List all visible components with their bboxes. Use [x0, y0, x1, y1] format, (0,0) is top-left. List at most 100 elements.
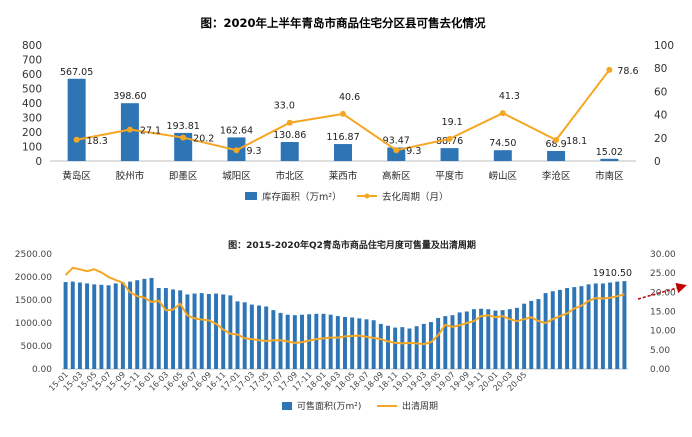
chart-2-bar: [63, 282, 68, 369]
chart-2-bar: [479, 308, 484, 369]
chart-2-bar: [586, 284, 591, 369]
chart-2-last-value-label: 1910.50: [593, 268, 632, 279]
chart-1-bar: [174, 132, 193, 161]
chart-2-right-tick: 20.00: [650, 288, 676, 298]
chart-2-bar: [163, 288, 168, 369]
chart-1-line-label: 9.3: [246, 146, 261, 157]
chart-1-bar: [440, 148, 459, 161]
chart-2-bar: [77, 282, 82, 369]
chart-2-right-tick: 10.00: [650, 327, 676, 337]
chart-2-bar: [593, 283, 598, 369]
chart-1-line-point: [180, 134, 187, 141]
chart-2-bar: [507, 309, 512, 369]
chart-2-bar: [536, 299, 541, 369]
chart-2-bar: [249, 304, 254, 369]
chart-2-trend-arrow: [637, 282, 687, 300]
chart-2-bar: [579, 286, 584, 369]
chart-2-bar: [493, 310, 498, 369]
chart-1-category-label: 平度市: [435, 170, 464, 182]
chart-1-right-tick: 20: [654, 133, 667, 145]
chart-2-bar: [522, 303, 527, 369]
chart-1-left-tick: 200: [22, 127, 42, 139]
chart-2-bar: [450, 315, 455, 369]
chart-2-bar: [443, 316, 448, 369]
chart-1-right-tick: 100: [654, 40, 674, 52]
chart-2-legend-bar-swatch: [282, 402, 292, 410]
chart-2-left-tick: 2500.00: [15, 250, 52, 260]
chart-1-line-point: [73, 136, 80, 143]
chart-2-bar: [557, 289, 562, 369]
chart-1-legend-bar-label: 库存面积（万m²）: [262, 191, 342, 203]
chart-2-bar: [371, 320, 376, 369]
chart-1-line-label: 19.1: [442, 117, 463, 128]
chart-1-line-point: [553, 137, 560, 144]
chart-1-bar-label: 116.87: [326, 132, 359, 143]
chart-1-line-label: 78.6: [617, 66, 638, 77]
chart-1-category-label: 高新区: [382, 170, 411, 182]
chart-1-bar-label: 567.05: [60, 67, 93, 78]
chart-2-bar: [608, 282, 613, 369]
chart-2-bar: [221, 294, 226, 369]
chart-2-bar: [550, 291, 555, 369]
chart-1-line-point: [126, 126, 133, 133]
chart-1-left-tick: 300: [22, 113, 42, 125]
chart-2-bar: [106, 285, 111, 369]
chart-1-right-tick: 40: [654, 110, 667, 122]
chart-1-line-label: 9.3: [406, 146, 421, 157]
chart-2-bar: [486, 309, 491, 369]
chart-2-left-tick: 1000.00: [15, 319, 52, 329]
chart-2-bar: [92, 284, 97, 369]
chart-1-legend-line-marker: [364, 193, 370, 199]
chart-1-left-tick: 500: [22, 84, 42, 96]
chart-1-right-tick: 60: [654, 86, 667, 98]
chart-2-title: 图：2015-2020年Q2青岛市商品住宅月度可售量及出清周期: [228, 239, 476, 251]
chart-2-bar: [264, 306, 269, 369]
chart-1-bar-label: 162.64: [220, 125, 253, 136]
chart-2-bar: [350, 317, 355, 369]
chart-2-bar: [199, 293, 204, 369]
chart-2-bar: [393, 327, 398, 369]
chart-2-bar: [514, 307, 519, 369]
chart-1-left-tick: 0: [35, 156, 42, 168]
chart-1-right-tick: 80: [654, 63, 667, 75]
chart-2-right-tick: 0.00: [650, 365, 670, 375]
chart-2-left-tick: 1500.00: [15, 296, 52, 306]
chart-2-right-tick: 15.00: [650, 308, 676, 318]
chart-2-legend-line-label: 出清周期: [402, 400, 438, 412]
chart-1-bar: [67, 78, 86, 161]
chart-1-bar: [334, 144, 352, 161]
chart-1-bar: [600, 158, 619, 161]
chart-1-bar-label: 15.02: [596, 147, 623, 158]
chart-1-line-point: [340, 110, 346, 117]
chart-1-line-label: 40.6: [339, 92, 360, 103]
chart-2-bar: [70, 281, 75, 369]
chart-1-category-label: 黄岛区: [62, 170, 91, 182]
chart-1-bar: [387, 147, 406, 161]
chart-1-category-label: 即墨区: [169, 171, 198, 182]
chart-1-line-label: 20.2: [193, 134, 214, 145]
chart-2-bar: [120, 282, 125, 369]
chart-2-left-tick: 2000.00: [15, 273, 52, 283]
chart-1-bar: [493, 150, 512, 161]
chart-2-bar: [357, 318, 362, 369]
chart-2-bar: [206, 294, 211, 369]
chart-2-legend-bar-label: 可售面积(万m²): [297, 400, 361, 412]
chart-2-bar: [565, 288, 570, 369]
chart-2-right-tick: 30.00: [650, 250, 676, 260]
chart-2-bar: [421, 323, 426, 369]
chart-2-bar: [622, 281, 627, 369]
chart-2-bar: [386, 325, 390, 369]
chart-1-left-tick: 600: [22, 69, 42, 81]
chart-2-bar: [314, 313, 319, 369]
chart-2-bar: [149, 277, 154, 369]
chart-1-category-label: 城阳区: [222, 171, 251, 182]
chart-1-line-label: 27.1: [140, 126, 161, 137]
chart-2-series-line: [64, 266, 625, 346]
chart-1-category-label: 市北区: [275, 170, 304, 182]
chart-1-category-label: 崂山区: [489, 171, 518, 182]
chart-1-category-label: 李沧区: [542, 170, 571, 182]
chart-1-right-tick: 0: [654, 156, 661, 168]
chart-2-bar: [128, 281, 133, 369]
chart-2-bar: [328, 314, 333, 369]
chart-1-line-label: 18.3: [87, 136, 108, 147]
